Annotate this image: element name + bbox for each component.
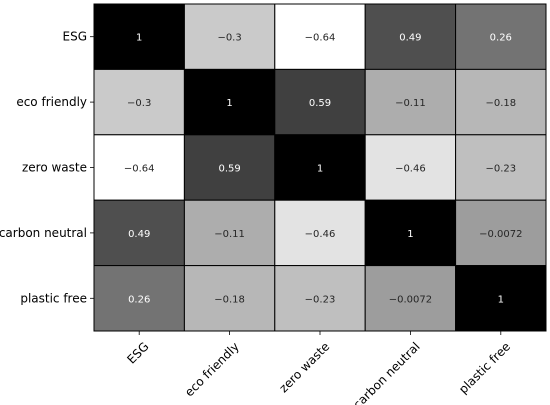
- x-tick-label-esg: ESG: [124, 339, 151, 366]
- cell-value-label: 1: [226, 98, 232, 109]
- y-tick-label-zero-waste: zero waste: [22, 161, 87, 175]
- cell-value-label: 1: [407, 229, 413, 240]
- heatmap-cell-eco-friendly-esg: [93, 68, 185, 136]
- y-tick-label-eco-friendly: eco friendly: [16, 95, 87, 109]
- x-tick-label-carbon-neutral: carbon neutral: [350, 339, 422, 405]
- heatmap-cell-zero-waste-carbon-neutral: [364, 134, 457, 201]
- cell-value-label: −0.64: [305, 33, 336, 44]
- heatmap-cell-plastic-free-eco-friendly: [183, 265, 276, 332]
- heatmap-cells: 1 −0.3 −0.64 0.49 0.26 −0.3 1 0.59 −0.11 −0.18 −0.…: [93, 3, 547, 332]
- cell-value-label: 0.26: [490, 33, 512, 44]
- heatmap-cell-carbon-neutral-zero-waste: [274, 199, 366, 267]
- cell-value-label: 1: [136, 33, 142, 44]
- cell-value-label: 0.49: [128, 229, 150, 240]
- cell-value-label: −0.23: [305, 294, 336, 305]
- y-tick-label-plastic-free: plastic free: [20, 291, 87, 305]
- heatmap-cell-esg-zero-waste: [274, 3, 366, 70]
- cell-value-label: −0.23: [485, 164, 516, 175]
- cell-value-label: −0.46: [395, 164, 426, 175]
- cell-value-label: 0.49: [399, 33, 421, 44]
- heatmap-cell-plastic-free-plastic-free: [455, 265, 547, 332]
- cell-value-label: −0.11: [214, 229, 245, 240]
- heatmap-cell-plastic-free-zero-waste: [274, 265, 366, 332]
- x-tick-label-eco-friendly: eco friendly: [182, 339, 242, 399]
- heatmap-cell-esg-carbon-neutral: [364, 3, 457, 70]
- cell-value-label: 0.59: [218, 164, 240, 175]
- heatmap-cell-carbon-neutral-carbon-neutral: [364, 199, 457, 267]
- heatmap-cell-carbon-neutral-eco-friendly: [183, 199, 276, 267]
- cell-value-label: −0.3: [127, 98, 151, 109]
- cell-value-label: −0.64: [124, 164, 155, 175]
- y-tick-label-esg: ESG: [63, 30, 88, 44]
- cell-value-label: 1: [317, 164, 323, 175]
- cell-value-label: −0.3: [217, 33, 241, 44]
- y-tick-label-carbon-neutral: carbon neutral: [0, 226, 87, 240]
- heatmap-cell-zero-waste-plastic-free: [455, 134, 547, 201]
- heatmap-cell-eco-friendly-plastic-free: [455, 68, 547, 136]
- heatmap-cell-zero-waste-eco-friendly: [183, 134, 276, 201]
- cell-value-label: −0.18: [485, 98, 516, 109]
- heatmap-cell-zero-waste-zero-waste: [274, 134, 366, 201]
- x-tick-label-zero-waste: zero waste: [276, 339, 332, 395]
- cell-value-label: −0.46: [305, 229, 336, 240]
- heatmap-cell-esg-eco-friendly: [183, 3, 276, 70]
- cell-value-label: 1: [498, 294, 504, 305]
- x-tick-label-plastic-free: plastic free: [456, 339, 513, 396]
- heatmap-cell-esg-esg: [93, 3, 185, 70]
- y-tick-labels: ESG eco friendly zero waste carbon neutral p…: [0, 30, 94, 305]
- cell-value-label: −0.0072: [479, 229, 522, 240]
- cell-value-label: 0.59: [309, 98, 331, 109]
- cell-value-label: −0.18: [214, 294, 245, 305]
- cell-value-label: −0.0072: [389, 294, 432, 305]
- heatmap-cell-eco-friendly-zero-waste: [274, 68, 366, 136]
- heatmap-cell-esg-plastic-free: [455, 3, 547, 70]
- heatmap-cell-plastic-free-esg: [93, 265, 185, 332]
- cell-value-label: 0.26: [128, 294, 150, 305]
- x-tick-labels: ESG eco friendly zero waste carbon neutral p…: [124, 331, 513, 405]
- cell-value-label: −0.11: [395, 98, 426, 109]
- heatmap-cell-carbon-neutral-plastic-free: [455, 199, 547, 267]
